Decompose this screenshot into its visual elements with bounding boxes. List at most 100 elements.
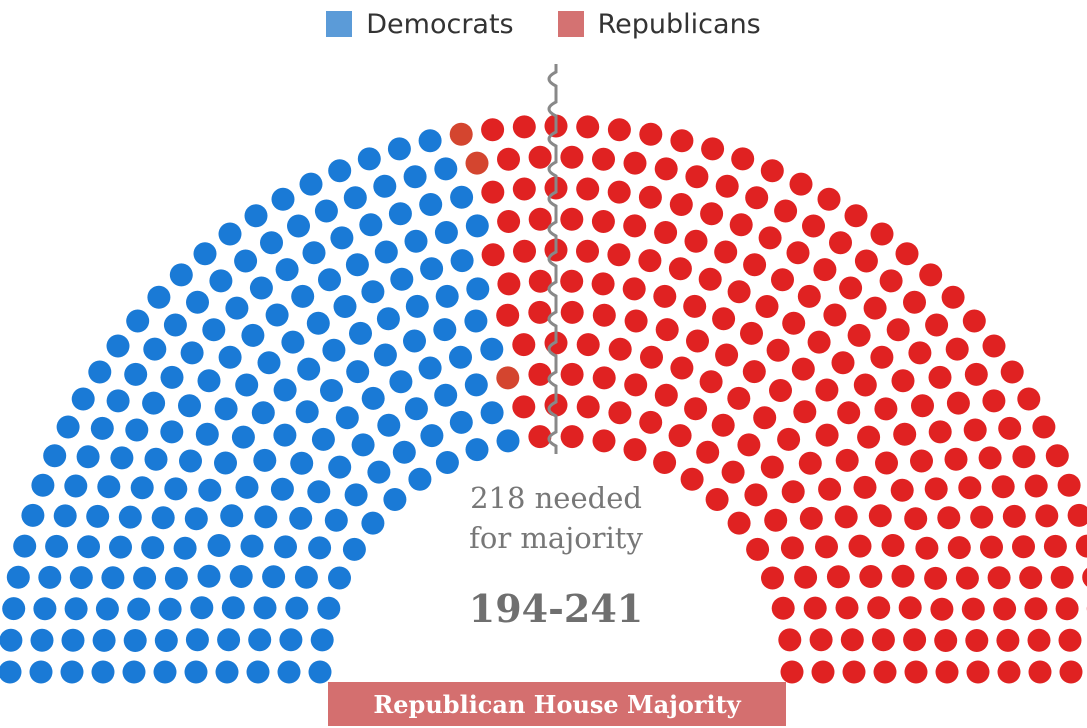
seat-republican bbox=[1044, 535, 1067, 558]
seat-democrat bbox=[225, 297, 248, 320]
seat-republican bbox=[714, 241, 737, 264]
seat-republican bbox=[592, 148, 615, 171]
seat-republican bbox=[864, 297, 887, 320]
seat-republican bbox=[700, 202, 723, 225]
seat-republican bbox=[727, 387, 750, 410]
seat-republican bbox=[967, 661, 990, 684]
seat-republican bbox=[1003, 505, 1026, 528]
seat-republican bbox=[512, 395, 535, 418]
seat-republican bbox=[818, 188, 841, 211]
seat-democrat bbox=[405, 230, 428, 253]
seat-democrat bbox=[96, 598, 119, 621]
seat-democrat bbox=[220, 504, 243, 527]
seat-democrat bbox=[154, 661, 177, 684]
seat-republican bbox=[1056, 597, 1079, 620]
seat-republican bbox=[963, 310, 986, 333]
seat-republican bbox=[609, 338, 632, 361]
seat-republican bbox=[802, 215, 825, 238]
seat-republican bbox=[854, 476, 877, 499]
seat-democrat bbox=[389, 202, 412, 225]
seat-democrat bbox=[141, 536, 164, 559]
seat-democrat bbox=[174, 537, 197, 560]
seat-republican bbox=[743, 253, 766, 276]
seat-democrat bbox=[345, 483, 368, 506]
seat-republican bbox=[624, 152, 647, 175]
seat-republican bbox=[592, 272, 615, 295]
seat-republican bbox=[870, 346, 893, 369]
seat-republican bbox=[639, 411, 662, 434]
seat-republican bbox=[624, 438, 647, 461]
seat-republican bbox=[1059, 629, 1082, 652]
seat-democrat bbox=[45, 535, 68, 558]
seat-democrat bbox=[93, 629, 116, 652]
seat-republican bbox=[728, 512, 751, 535]
seat-republican bbox=[813, 258, 836, 281]
seat-democrat bbox=[38, 566, 61, 589]
seat-republican bbox=[867, 596, 890, 619]
seat-republican bbox=[761, 159, 784, 182]
seat-republican bbox=[715, 344, 738, 367]
seat-republican bbox=[577, 395, 600, 418]
seat-republican bbox=[925, 314, 948, 337]
seat-republican bbox=[859, 565, 882, 588]
seat-republican bbox=[513, 178, 536, 201]
seat-republican bbox=[823, 304, 846, 327]
seat-republican bbox=[815, 379, 838, 402]
seat-republican bbox=[577, 333, 600, 356]
seat-republican bbox=[607, 243, 630, 266]
seat-republican bbox=[1001, 361, 1024, 384]
seat-democrat bbox=[308, 536, 331, 559]
seat-democrat bbox=[449, 346, 472, 369]
seat-republican bbox=[685, 230, 708, 253]
seat-democrat bbox=[0, 629, 22, 652]
seat-democrat bbox=[383, 488, 406, 511]
seat-democrat bbox=[349, 322, 372, 345]
seat-democrat bbox=[101, 566, 124, 589]
seat-democrat bbox=[296, 400, 319, 423]
seat-republican bbox=[980, 536, 1003, 559]
legend-label-democrats: Democrats bbox=[366, 9, 513, 40]
seat-republican bbox=[623, 214, 646, 237]
seat-democrat bbox=[161, 366, 184, 389]
seat-republican bbox=[882, 534, 905, 557]
seat-republican bbox=[701, 137, 724, 160]
seat-republican bbox=[772, 597, 795, 620]
seat-democrat bbox=[352, 433, 375, 456]
seat-democrat bbox=[110, 446, 133, 469]
seat-democrat bbox=[219, 223, 242, 246]
seat-republican bbox=[910, 450, 933, 473]
seat-republican bbox=[794, 566, 817, 589]
seat-republican bbox=[656, 318, 679, 341]
seat-democrat bbox=[57, 416, 80, 439]
seat-democrat bbox=[124, 363, 147, 386]
seat-democrat bbox=[266, 304, 289, 327]
seat-democrat bbox=[152, 506, 175, 529]
seat-democrat bbox=[88, 361, 111, 384]
seat-democrat bbox=[185, 661, 208, 684]
seat-democrat bbox=[92, 661, 115, 684]
seat-republican bbox=[481, 118, 504, 141]
seat-democrat bbox=[262, 565, 285, 588]
seat-democrat bbox=[419, 193, 442, 216]
seat-democrat bbox=[234, 250, 257, 273]
seat-democrat bbox=[361, 512, 384, 535]
seat-republican bbox=[761, 567, 784, 590]
seat-democrat bbox=[367, 461, 390, 484]
seat-republican bbox=[855, 250, 878, 273]
seat-democrat bbox=[287, 215, 310, 238]
seat-republican bbox=[839, 277, 862, 300]
seat-democrat bbox=[274, 535, 297, 558]
seat-democrat bbox=[377, 307, 400, 330]
seat-democrat bbox=[31, 629, 54, 652]
seat-democrat bbox=[343, 538, 366, 561]
seat-democrat bbox=[159, 598, 182, 621]
seat-democrat bbox=[91, 417, 114, 440]
seat-republican bbox=[874, 397, 897, 420]
seat-democrat bbox=[330, 226, 353, 249]
seat-republican bbox=[593, 366, 616, 389]
seat-republican bbox=[728, 280, 751, 303]
legend-item-democrats: Democrats bbox=[326, 9, 513, 40]
seat-republican bbox=[685, 165, 708, 188]
seat-republican bbox=[781, 536, 804, 559]
seat-democrat bbox=[160, 420, 183, 443]
